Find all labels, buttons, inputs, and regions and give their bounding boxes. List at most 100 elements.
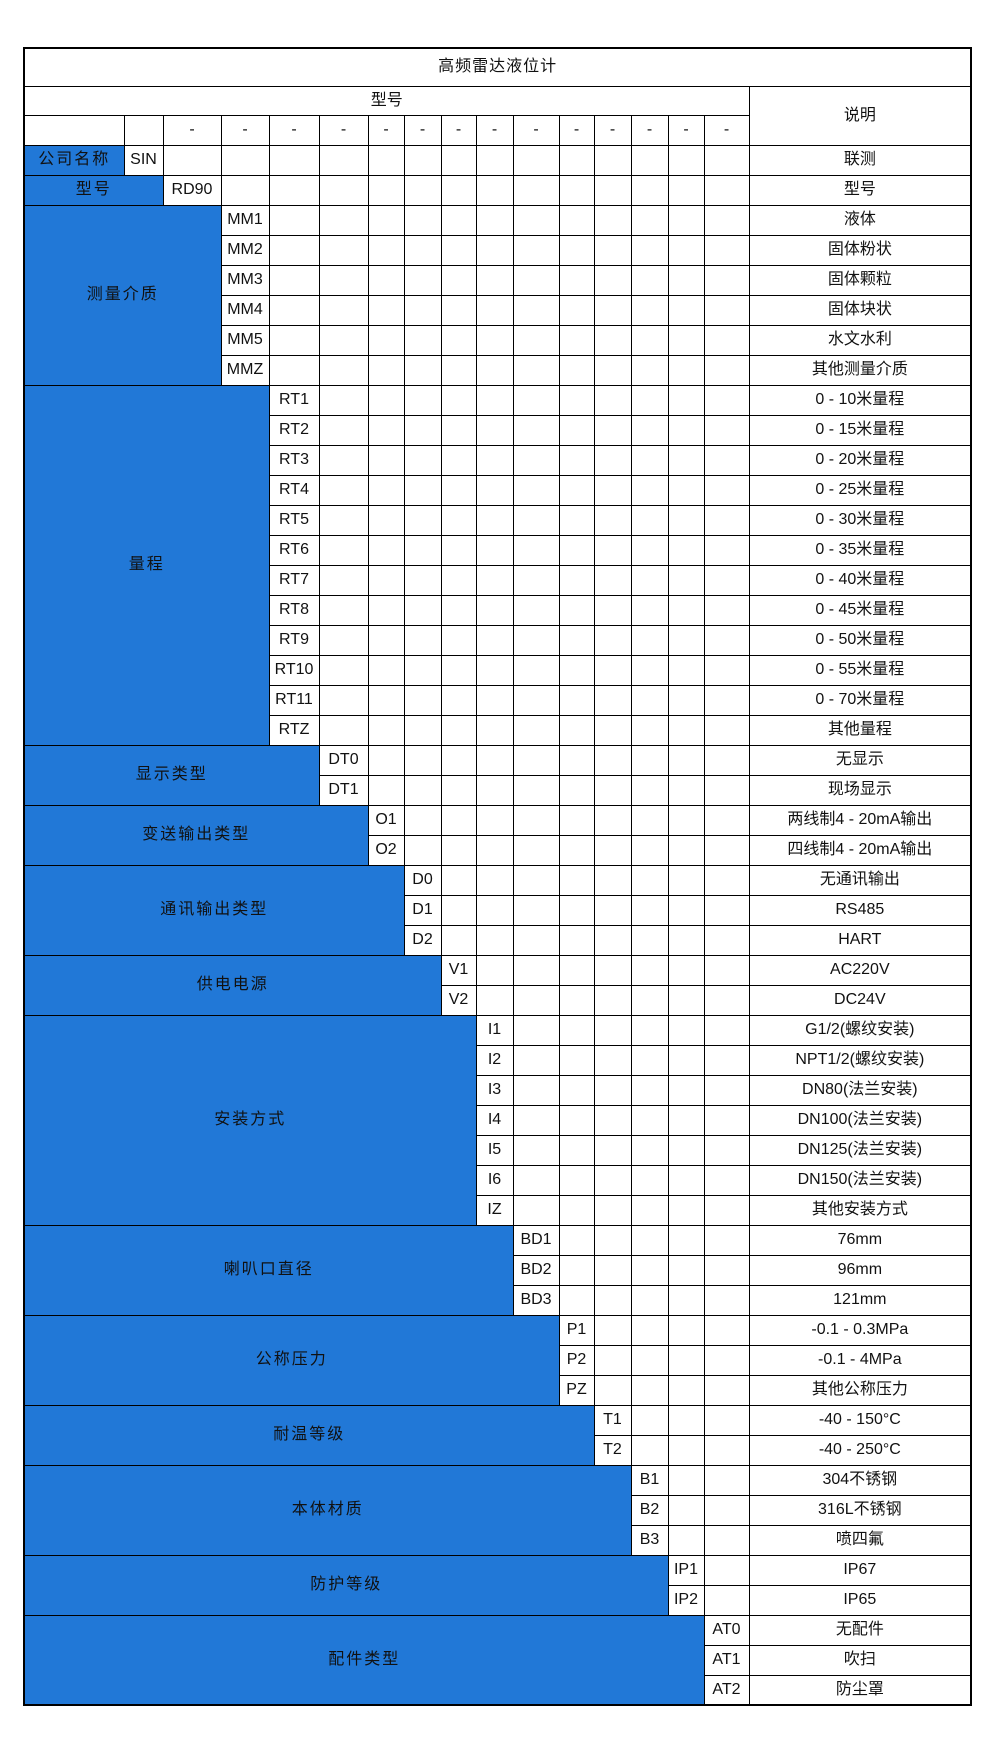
table-row: RTZ 其他量程 <box>24 714 972 746</box>
empty-grid-cell <box>703 654 750 686</box>
empty-grid-cell <box>667 564 705 596</box>
empty-grid-cell <box>440 534 477 566</box>
empty-grid-cell <box>558 414 595 446</box>
empty-grid-cell <box>512 474 560 506</box>
empty-grid-cell <box>667 1014 705 1046</box>
description-cell: 0 - 30米量程 <box>748 504 972 536</box>
empty-grid-cell <box>558 684 595 716</box>
description-cell: 无通讯输出 <box>748 864 972 896</box>
table-row: 型号 RD90 型号 <box>23 174 972 206</box>
code-cell-BD3: BD3 <box>512 1284 560 1316</box>
table-row: 本体材质 B1 304不锈钢 <box>23 1464 972 1556</box>
group-label-protection-rating: 防护等级 <box>23 1554 669 1616</box>
empty-grid-cell <box>593 1104 632 1136</box>
description-cell: -40 - 150°C <box>748 1404 972 1436</box>
description-cell: 其他公称压力 <box>748 1374 972 1406</box>
empty-grid-cell <box>440 924 477 956</box>
empty-grid-cell <box>403 444 442 476</box>
empty-grid-cell <box>630 1074 669 1106</box>
empty-grid-cell <box>318 654 369 686</box>
empty-grid-cell <box>512 1104 560 1136</box>
empty-grid-cell <box>703 744 750 776</box>
table-row: I2 NPT1/2(螺纹安装) <box>24 1044 972 1076</box>
empty-grid-cell <box>593 984 632 1016</box>
empty-grid-cell <box>512 654 560 686</box>
group-label-power-supply: 供电电源 <box>23 954 442 1016</box>
code-cell-RT7: RT7 <box>268 564 320 596</box>
table-row: 配件类型 AT0 无配件 <box>23 1614 972 1706</box>
empty-grid-cell <box>558 234 595 266</box>
code-cell-D1: D1 <box>403 894 442 926</box>
empty-grid-cell <box>558 534 595 566</box>
empty-grid-cell <box>630 1284 669 1316</box>
empty-grid-cell <box>703 1224 750 1256</box>
empty-grid-cell <box>593 924 632 956</box>
empty-grid-cell <box>403 564 442 596</box>
table-row: T2 -40 - 250°C <box>24 1434 972 1466</box>
description-cell: G1/2(螺纹安装) <box>748 1014 972 1046</box>
empty-grid-cell <box>558 444 595 476</box>
description-cell: 76mm <box>748 1224 972 1256</box>
empty-grid-cell <box>440 234 477 266</box>
empty-grid-cell <box>593 744 632 776</box>
empty-grid-cell <box>593 504 632 536</box>
code-cell-MMZ: MMZ <box>220 354 270 386</box>
empty-grid-cell <box>593 1014 632 1046</box>
code-cell-P2: P2 <box>558 1344 595 1376</box>
empty-grid-cell <box>558 354 595 386</box>
empty-grid-cell <box>403 234 442 266</box>
group-label-model: 型号 <box>23 174 164 206</box>
code-cell-RT10: RT10 <box>268 654 320 686</box>
empty-grid-cell <box>667 474 705 506</box>
empty-grid-cell <box>403 774 442 806</box>
empty-grid-cell <box>318 324 369 356</box>
empty-grid-cell <box>367 654 405 686</box>
code-cell-MM5: MM5 <box>220 324 270 356</box>
description-cell: 水文水利 <box>748 324 972 356</box>
empty-grid-cell <box>318 234 369 266</box>
empty-grid-cell <box>630 414 669 446</box>
table-row: AT2 防尘罩 <box>24 1674 972 1706</box>
empty-grid-cell <box>475 354 514 386</box>
empty-grid-cell <box>512 204 560 236</box>
empty-grid-cell <box>703 924 750 956</box>
group-label-nominal-pressure: 公称压力 <box>23 1314 560 1406</box>
empty-grid-cell <box>440 414 477 446</box>
empty-grid-cell <box>667 1284 705 1316</box>
empty-grid-cell <box>512 354 560 386</box>
empty-grid-cell <box>475 264 514 296</box>
dash-row-empty-cell <box>123 114 164 146</box>
description-cell: 固体粉状 <box>748 234 972 266</box>
code-cell-DT0: DT0 <box>318 744 369 776</box>
empty-grid-cell <box>512 984 560 1016</box>
table-row: RT6 0 - 35米量程 <box>24 534 972 566</box>
empty-grid-cell <box>558 624 595 656</box>
empty-grid-cell <box>440 834 477 866</box>
empty-grid-cell <box>703 1344 750 1376</box>
empty-grid-cell <box>630 1344 669 1376</box>
dash-row-empty-cell <box>23 114 125 146</box>
empty-grid-cell <box>403 804 442 836</box>
empty-grid-cell <box>703 354 750 386</box>
empty-grid-cell <box>667 684 705 716</box>
empty-grid-cell <box>403 504 442 536</box>
empty-grid-cell <box>630 834 669 866</box>
group-label-body-material: 本体材质 <box>23 1464 632 1556</box>
empty-grid-cell <box>268 174 320 206</box>
group-label-comm-output-type: 通讯输出类型 <box>23 864 405 956</box>
empty-grid-cell <box>667 264 705 296</box>
empty-grid-cell <box>703 294 750 326</box>
table-row: IP2 IP65 <box>24 1584 972 1616</box>
empty-grid-cell <box>667 1344 705 1376</box>
group-label-temperature-rating: 耐温等级 <box>23 1404 595 1466</box>
description-cell: 喷四氟 <box>748 1524 972 1556</box>
empty-grid-cell <box>630 534 669 566</box>
empty-grid-cell <box>703 414 750 446</box>
empty-grid-cell <box>440 624 477 656</box>
empty-grid-cell <box>593 1374 632 1406</box>
empty-grid-cell <box>512 714 560 746</box>
description-cell: 防尘罩 <box>748 1674 972 1706</box>
empty-grid-cell <box>268 234 320 266</box>
empty-grid-cell <box>703 1374 750 1406</box>
table-row: D1 RS485 <box>24 894 972 926</box>
